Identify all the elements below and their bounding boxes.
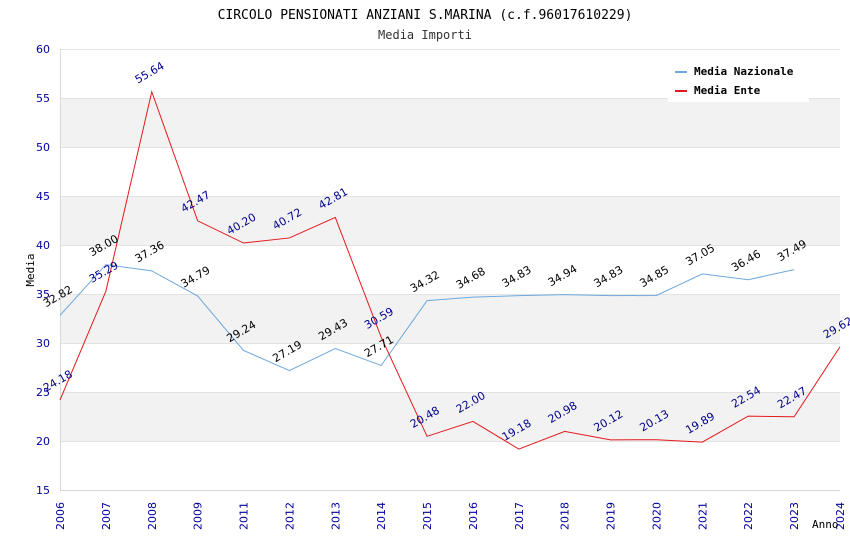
- y-tick-label: 35: [36, 288, 50, 301]
- data-label: 34.83: [592, 263, 626, 290]
- x-tick-label: 2013: [329, 502, 342, 530]
- data-label: 24.18: [41, 368, 75, 395]
- x-tick-label: 2014: [375, 502, 388, 530]
- y-tick-label: 15: [36, 484, 50, 497]
- x-tick-label: 2006: [54, 502, 67, 530]
- x-tick-label: 2009: [192, 502, 205, 530]
- data-label: 34.68: [454, 265, 488, 292]
- grid-band: [60, 294, 840, 343]
- x-tick-label: 2018: [559, 502, 572, 530]
- x-tick-label: 2008: [146, 502, 159, 530]
- x-tick-label: 2021: [696, 502, 709, 530]
- legend: Media Nazionale Media Ente: [668, 58, 809, 102]
- x-axis-title: Anno: [812, 518, 839, 531]
- legend-box: [668, 58, 809, 102]
- x-tick-label: 2016: [467, 502, 480, 530]
- x-tick-label: 2022: [742, 502, 755, 530]
- y-tick-label: 60: [36, 43, 50, 56]
- x-tick-label: 2023: [788, 502, 801, 530]
- y-tick-label: 55: [36, 92, 50, 105]
- series-lines: [59, 89, 841, 450]
- y-tick-label: 30: [36, 337, 50, 350]
- series-line-nazionale: [59, 264, 795, 372]
- data-label: 36.46: [729, 247, 763, 274]
- y-tick-label: 50: [36, 141, 50, 154]
- y-tick-label: 45: [36, 190, 50, 203]
- data-label: 34.32: [408, 268, 442, 295]
- chart-subtitle: Media Importi: [378, 28, 472, 42]
- gridlines: [60, 49, 840, 491]
- y-axis-title: Media: [24, 253, 37, 286]
- data-label: 34.94: [546, 262, 580, 289]
- series-line-ente: [59, 89, 841, 450]
- x-tick-label: 2020: [650, 502, 663, 530]
- y-tick-label: 40: [36, 239, 50, 252]
- grid-band: [60, 392, 840, 441]
- x-tick-label: 2017: [513, 502, 526, 530]
- x-tick-label: 2011: [238, 502, 251, 530]
- data-label: 55.64: [133, 59, 167, 86]
- y-axis-ticks: 15 20 25 30 35 40 45 50 55 60: [36, 43, 50, 497]
- data-label: 34.85: [637, 263, 671, 290]
- y-tick-label: 25: [36, 386, 50, 399]
- x-axis-ticks: 2006 2007 2008 2009 2011 2012 2013 2014 2015 2016…: [54, 502, 847, 530]
- grid-bands: [60, 98, 840, 441]
- grid-band: [60, 98, 840, 147]
- grid-band: [60, 196, 840, 245]
- x-tick-label: 2019: [605, 502, 618, 530]
- x-tick-label: 2007: [100, 502, 113, 530]
- chart-title: CIRCOLO PENSIONATI ANZIANI S.MARINA (c.f…: [218, 8, 633, 23]
- x-tick-label: 2015: [421, 502, 434, 530]
- data-label: 34.83: [500, 263, 534, 290]
- x-tick-label: 2024: [834, 502, 847, 530]
- y-tick-label: 20: [36, 435, 50, 448]
- data-label: 34.79: [179, 264, 213, 291]
- data-label: 35.29: [87, 259, 121, 286]
- legend-label-ente: Media Ente: [694, 84, 761, 97]
- legend-label-nazionale: Media Nazionale: [694, 65, 794, 78]
- x-tick-label: 2012: [283, 502, 296, 530]
